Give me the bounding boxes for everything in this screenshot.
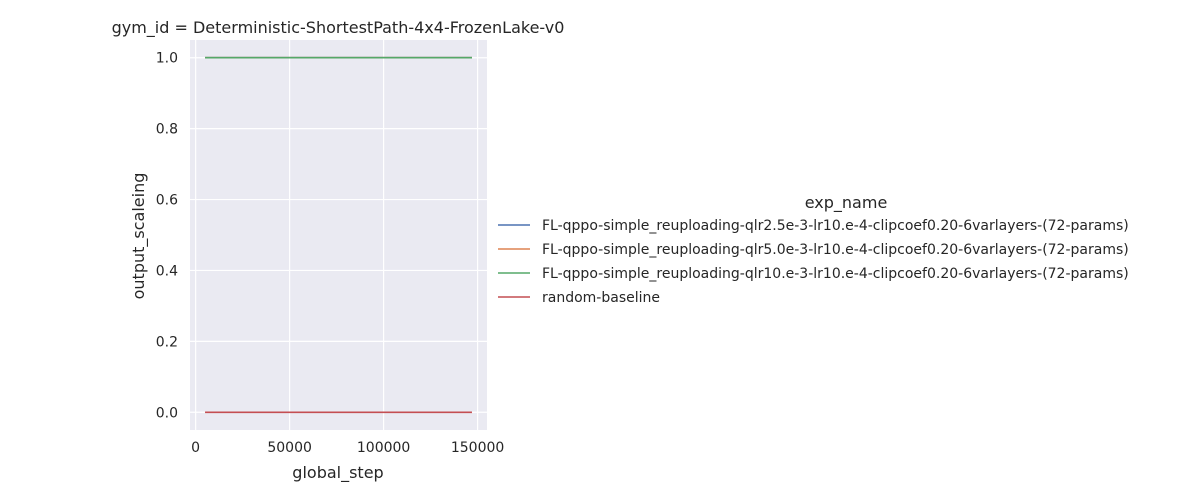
y-tick-label: 0.8	[156, 122, 178, 138]
x-tick-label: 0	[191, 440, 200, 456]
y-tick-label: 0.4	[156, 263, 178, 279]
x-axis-ticks: 0 50000 100000 150000	[191, 440, 504, 456]
y-axis-label: output_scaleing	[129, 173, 149, 300]
legend: exp_name FL-qppo-simple_reuploading-qlr2…	[498, 193, 1129, 306]
y-tick-label: 0.2	[156, 334, 178, 350]
series-lines	[205, 56, 472, 414]
y-axis-ticks: 0.0 0.2 0.4 0.6 0.8 1.0	[156, 51, 178, 422]
chart-title: gym_id = Deterministic-ShortestPath-4x4-…	[112, 18, 565, 38]
x-tick-label: 150000	[451, 440, 504, 456]
legend-label: FL-qppo-simple_reuploading-qlr10.e-3-lr1…	[542, 266, 1129, 282]
y-tick-label: 0.0	[156, 405, 178, 421]
legend-label: FL-qppo-simple_reuploading-qlr2.5e-3-lr1…	[542, 218, 1129, 234]
x-tick-label: 100000	[357, 440, 410, 456]
legend-title: exp_name	[805, 193, 888, 213]
legend-items: FL-qppo-simple_reuploading-qlr2.5e-3-lr1…	[498, 218, 1129, 306]
y-tick-label: 1.0	[156, 51, 178, 67]
legend-label: FL-qppo-simple_reuploading-qlr5.0e-3-lr1…	[542, 242, 1129, 258]
legend-label: random-baseline	[542, 290, 660, 306]
x-axis-label: global_step	[292, 463, 383, 483]
plot-area	[190, 40, 487, 430]
y-tick-label: 0.6	[156, 193, 178, 209]
x-tick-label: 50000	[267, 440, 312, 456]
